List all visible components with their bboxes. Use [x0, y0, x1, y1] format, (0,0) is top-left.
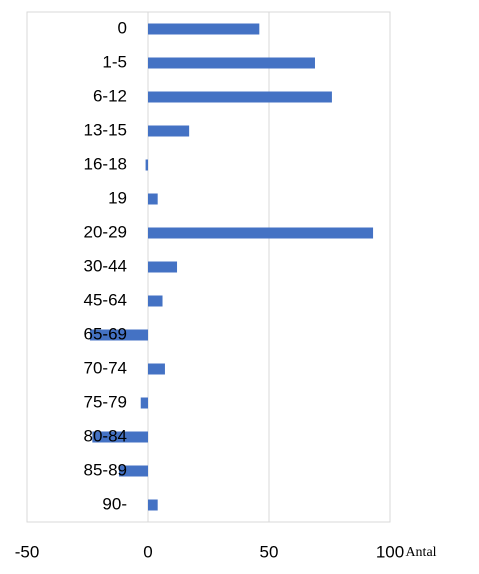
x-tick-label: 50 — [260, 542, 279, 561]
y-tick-label: 90- — [102, 494, 127, 513]
bar — [148, 261, 178, 273]
y-tick-label: 19 — [108, 188, 127, 207]
x-tick-label: 100 — [376, 542, 404, 561]
y-tick-label: 6-12 — [93, 86, 127, 105]
y-tick-label: 30-44 — [84, 256, 127, 275]
bar — [148, 91, 332, 103]
plot-border — [26, 11, 391, 523]
y-tick-label: 13-15 — [84, 120, 127, 139]
bar — [89, 329, 148, 341]
bar — [148, 295, 163, 307]
y-tick-label: 70-74 — [84, 358, 127, 377]
y-tick-label: 16-18 — [84, 154, 127, 173]
bar — [92, 431, 148, 443]
bar — [148, 193, 158, 205]
bar — [148, 125, 190, 137]
y-tick-label: 65-69 — [84, 324, 127, 343]
bar — [118, 465, 148, 477]
x-tick-label: 0 — [143, 542, 152, 561]
bar — [148, 57, 315, 69]
y-tick-label: 75-79 — [84, 392, 127, 411]
y-tick-label: 45-64 — [84, 290, 127, 309]
x-axis-title: Antal — [405, 545, 436, 560]
bar — [148, 363, 165, 375]
bar — [148, 23, 260, 35]
y-tick-label: 20-29 — [84, 222, 127, 241]
bar — [148, 227, 374, 239]
y-tick-label: 80-84 — [84, 426, 127, 445]
y-tick-label: 0 — [118, 18, 127, 37]
bar — [140, 397, 148, 409]
y-tick-label: 85-89 — [84, 460, 127, 479]
bar — [145, 159, 148, 171]
y-tick-label: 1-5 — [102, 52, 127, 71]
bar — [148, 499, 158, 511]
x-tick-label: -50 — [15, 542, 40, 561]
